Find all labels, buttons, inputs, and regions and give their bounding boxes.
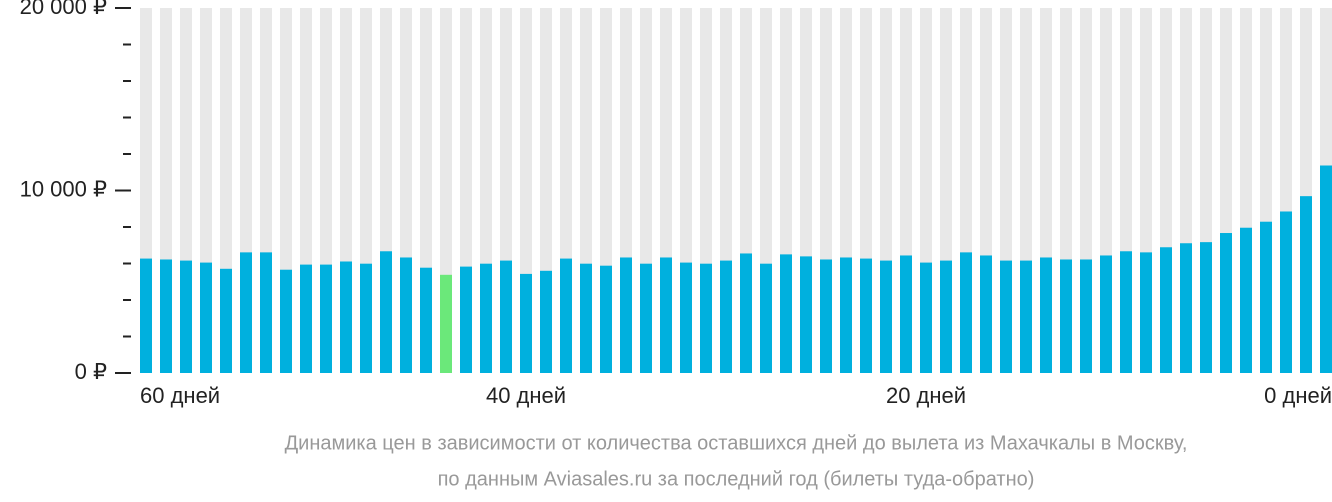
bar (600, 265, 612, 373)
bar (820, 259, 832, 373)
bar (840, 257, 852, 373)
bar (240, 252, 252, 373)
bar (1100, 255, 1112, 373)
bar (1160, 247, 1172, 373)
bar (1060, 259, 1072, 373)
bar (520, 273, 532, 373)
bar (420, 267, 432, 373)
bar (360, 263, 372, 373)
bar (140, 258, 152, 373)
bar (1080, 259, 1092, 373)
bar (860, 258, 872, 373)
bar (880, 260, 892, 373)
x-tick-label: 40 дней (486, 383, 566, 408)
bar (960, 252, 972, 373)
bar (400, 257, 412, 373)
bar (800, 256, 812, 373)
bar (900, 255, 912, 373)
bar (1180, 243, 1192, 373)
bar (500, 260, 512, 373)
bar (220, 268, 232, 373)
bar (980, 255, 992, 373)
bar (580, 263, 592, 373)
caption: Динамика цен в зависимости от количества… (285, 432, 1188, 454)
y-tick-label: 10 000 ₽ (20, 176, 107, 201)
bar (160, 259, 172, 373)
bar (440, 274, 452, 373)
bar (1220, 233, 1232, 373)
bar (940, 260, 952, 373)
bar (340, 261, 352, 373)
bar (760, 263, 772, 373)
bar (1300, 196, 1312, 373)
bar (200, 262, 212, 373)
bar (620, 257, 632, 373)
y-tick-label: 20 000 ₽ (20, 0, 107, 19)
bar (1280, 211, 1292, 373)
bar (560, 258, 572, 373)
x-tick-label: 20 дней (886, 383, 966, 408)
bar (180, 260, 192, 373)
bar (460, 266, 472, 373)
bar (1140, 252, 1152, 373)
bar (720, 260, 732, 373)
bar (260, 252, 272, 373)
x-tick-label: 60 дней (140, 383, 220, 408)
bar (1260, 221, 1272, 373)
bar (1200, 242, 1212, 373)
bar (1240, 227, 1252, 373)
bar (300, 264, 312, 373)
bar (1120, 251, 1132, 373)
bar (680, 262, 692, 373)
bar (1020, 260, 1032, 373)
bar (320, 264, 332, 373)
bar (540, 270, 552, 373)
bar (380, 251, 392, 373)
bar (780, 254, 792, 373)
bar (920, 262, 932, 373)
bar (1040, 257, 1052, 373)
bar (1320, 165, 1332, 373)
bar (660, 257, 672, 373)
bar (480, 263, 492, 373)
y-tick-label: 0 ₽ (75, 359, 107, 384)
bar (1000, 260, 1012, 373)
bar (640, 263, 652, 373)
caption: по данным Aviasales.ru за последний год … (438, 468, 1035, 490)
x-tick-label: 0 дней (1264, 383, 1332, 408)
bar (700, 263, 712, 373)
bar (280, 269, 292, 373)
bar (740, 253, 752, 373)
